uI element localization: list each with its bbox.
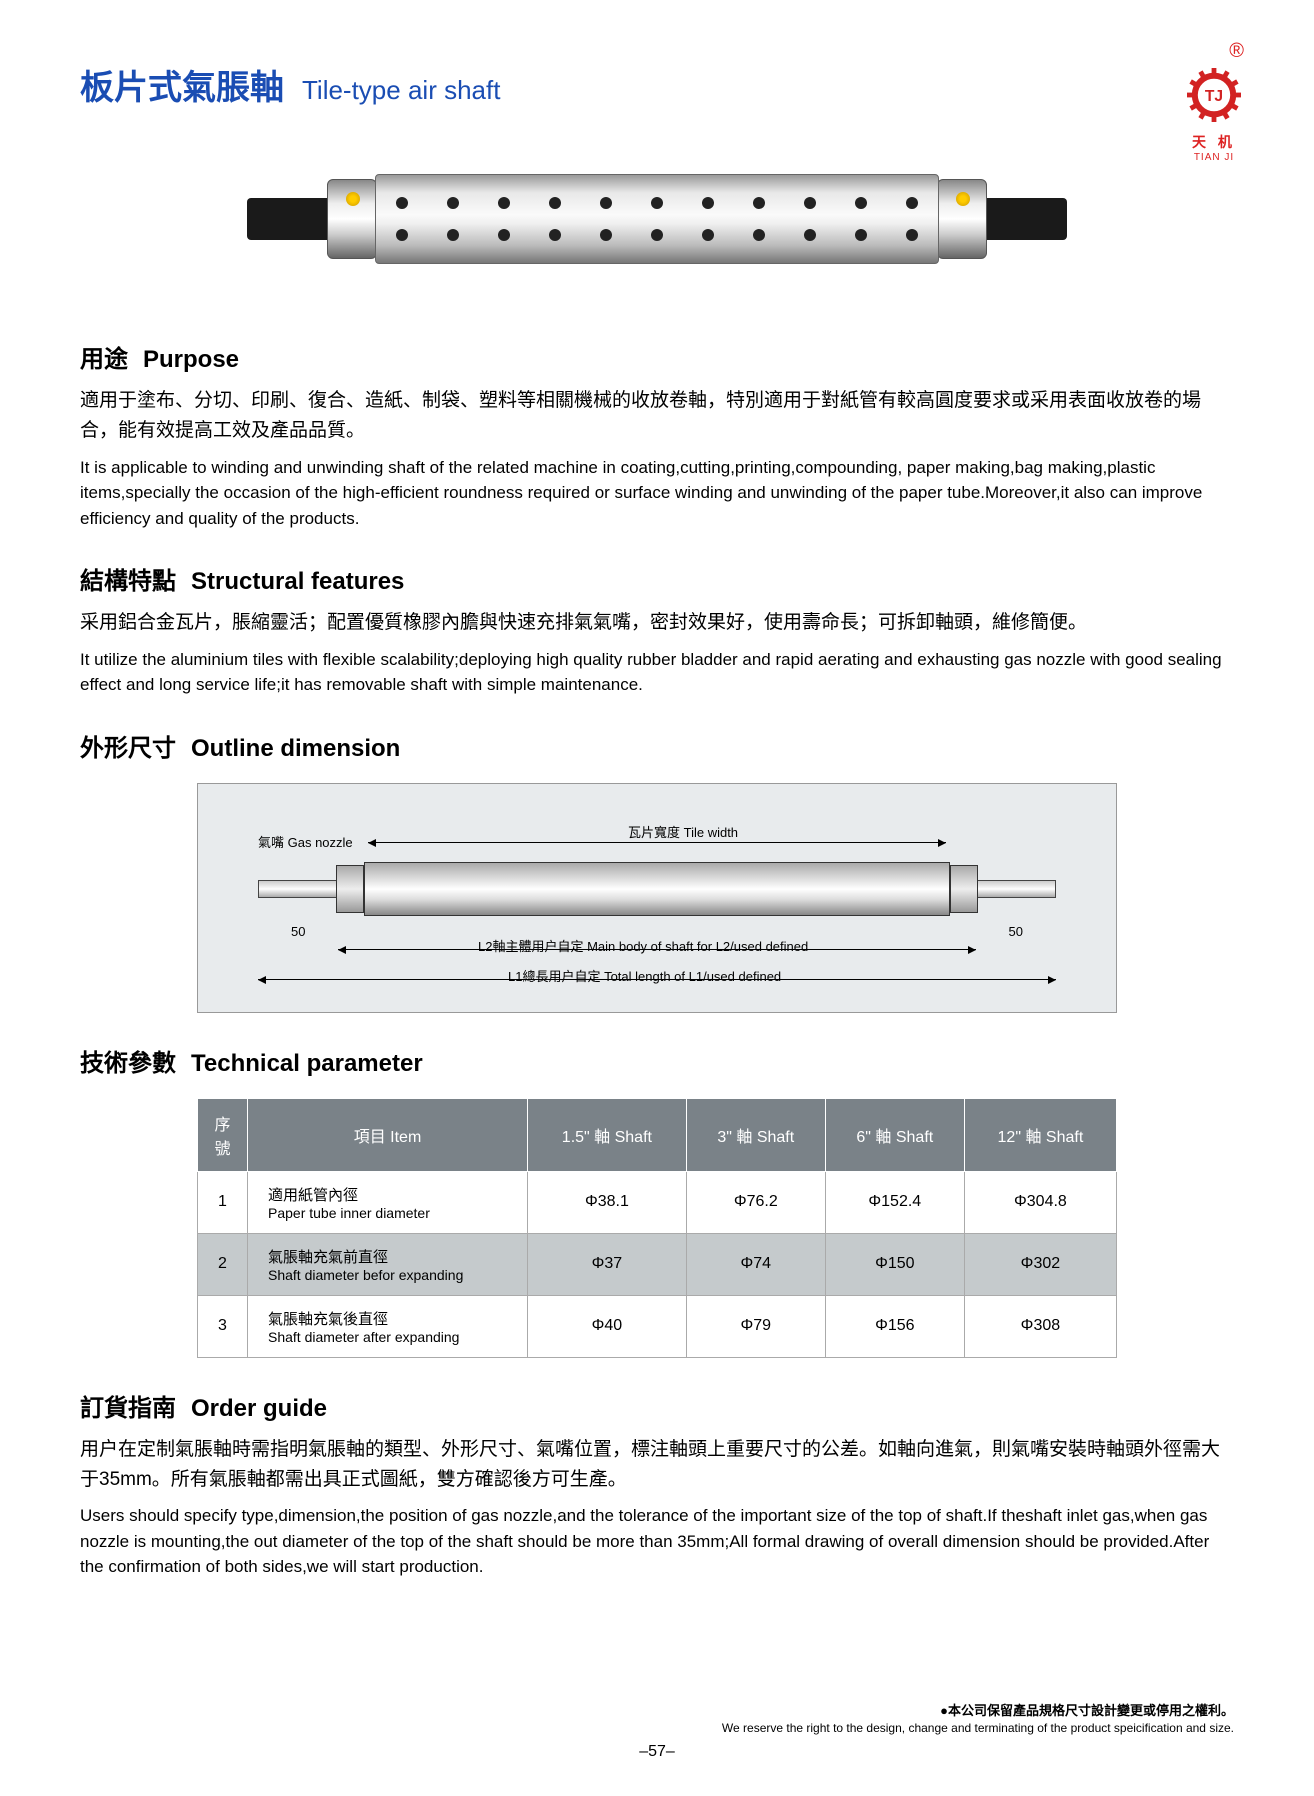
purpose-body-en: It is applicable to winding and unwindin…	[80, 455, 1234, 532]
section-tech-head: 技術參數 Technical parameter	[80, 1043, 1234, 1078]
hole-row	[396, 229, 918, 241]
logo-text-cn: 天 机	[1184, 132, 1244, 152]
label-50r: 50	[1009, 924, 1023, 939]
label-tile-width: 瓦片寬度 Tile width	[628, 822, 738, 841]
svg-text:TJ: TJ	[1205, 88, 1223, 105]
label-l1: L1總長用户自定 Total length of L1/used defined	[508, 966, 781, 985]
features-body-en: It utilize the aluminium tiles with flex…	[80, 647, 1234, 698]
table-header: 序號	[198, 1098, 248, 1171]
section-dimension-head: 外形尺寸 Outline dimension	[80, 728, 1234, 763]
registered-mark: ®	[1184, 40, 1244, 63]
section-purpose-head: 用途 Purpose	[80, 339, 1234, 374]
brand-logo: ® TJ 天 机 TIAN JI	[1184, 40, 1244, 163]
order-body-cn: 用户在定制氣脹軸時需指明氣脹軸的類型、外形尺寸、氣嘴位置，標注軸頭上重要尺寸的公…	[80, 1435, 1234, 1496]
section-features-head: 結構特點 Structural features	[80, 561, 1234, 596]
table-header: 12" 軸 Shaft	[964, 1098, 1116, 1171]
order-body-en: Users should specify type,dimension,the …	[80, 1503, 1234, 1580]
table-header: 6" 軸 Shaft	[825, 1098, 964, 1171]
section-order-head: 訂貨指南 Order guide	[80, 1388, 1234, 1423]
table-row: 1適用紙管內徑Paper tube inner diameterΦ38.1Φ76…	[198, 1171, 1117, 1233]
footer-note-en: We reserve the right to the design, chan…	[80, 1720, 1234, 1737]
label-l2: L2軸主體用户自定 Main body of shaft for L2/used…	[478, 936, 808, 955]
gear-icon: TJ	[1184, 65, 1244, 125]
label-50l: 50	[291, 924, 305, 939]
table-row: 2氣脹軸充氣前直徑Shaft diameter befor expandingΦ…	[198, 1233, 1117, 1295]
tech-parameter-table: 序號項目 Item1.5" 軸 Shaft3" 軸 Shaft6" 軸 Shaf…	[197, 1098, 1117, 1358]
dimension-diagram: 氣嘴 Gas nozzle 瓦片寬度 Tile width 50 50 L2軸主…	[197, 783, 1117, 1013]
page-title: 板片式氣脹軸 Tile-type air shaft	[80, 60, 1234, 109]
footer-note-cn: ●本公司保留產品規格尺寸設計變更或停用之權利。	[80, 1702, 1234, 1720]
page-footer: ●本公司保留產品規格尺寸設計變更或停用之權利。 We reserve the r…	[80, 1702, 1234, 1761]
label-gas-nozzle: 氣嘴 Gas nozzle	[258, 832, 353, 851]
purpose-body-cn: 適用于塗布、分切、印刷、復合、造紙、制袋、塑料等相關機械的收放卷軸，特別適用于對…	[80, 386, 1234, 447]
page-number: –57–	[80, 1743, 1234, 1761]
product-illustration	[247, 139, 1067, 299]
features-body-cn: 采用鋁合金瓦片，脹縮靈活；配置優質橡膠內膽與快速充排氣氣嘴，密封效果好，使用壽命…	[80, 608, 1234, 638]
table-header: 1.5" 軸 Shaft	[528, 1098, 687, 1171]
table-row: 3氣脹軸充氣後直徑Shaft diameter after expandingΦ…	[198, 1295, 1117, 1357]
hole-row	[396, 197, 918, 209]
title-en: Tile-type air shaft	[302, 75, 500, 106]
logo-text-en: TIAN JI	[1184, 152, 1244, 163]
title-cn: 板片式氣脹軸	[80, 60, 284, 109]
table-header: 3" 軸 Shaft	[686, 1098, 825, 1171]
table-header: 項目 Item	[248, 1098, 528, 1171]
